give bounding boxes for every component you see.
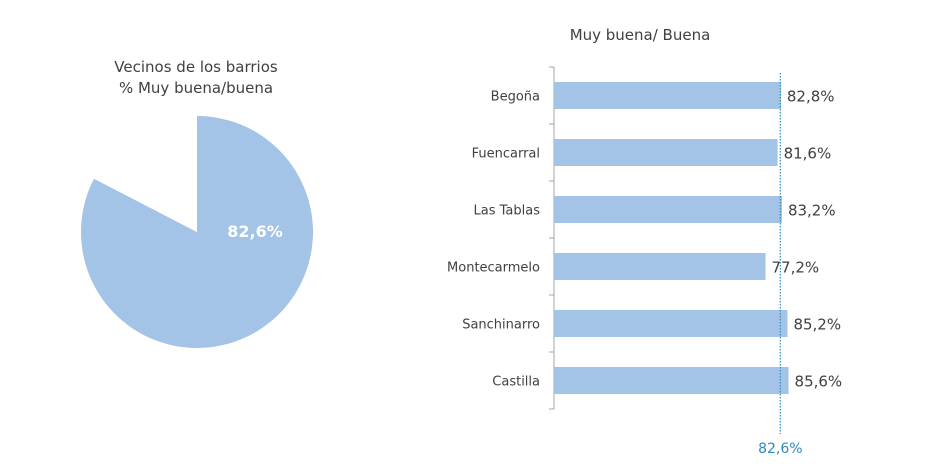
bar-category-label-3: Montecarmelo xyxy=(447,261,540,276)
bar-value-label-2: 83,2% xyxy=(788,202,836,220)
bar-2 xyxy=(554,196,782,223)
bar-chart-title: Muy buena/ Buena xyxy=(569,26,711,44)
pie-slice-1 xyxy=(93,116,197,232)
pie-slice-0 xyxy=(81,116,314,348)
bar-1 xyxy=(554,139,778,166)
bar-4 xyxy=(554,310,788,337)
bar-reference-label: 82,6% xyxy=(758,441,802,457)
bar-category-label-5: Castilla xyxy=(492,375,540,390)
bar-value-label-3: 77,2% xyxy=(772,259,820,277)
bar-category-label-1: Fuencarral xyxy=(472,147,540,162)
bar-5 xyxy=(554,367,789,394)
bar-value-label-4: 85,2% xyxy=(793,316,841,334)
bar-category-label-0: Begoña xyxy=(491,90,540,105)
bar-value-label-0: 82,8% xyxy=(787,88,835,106)
bar-0 xyxy=(554,82,781,109)
bar-value-label-5: 85,6% xyxy=(795,373,843,391)
bar-3 xyxy=(554,253,766,280)
bar-category-label-4: Sanchinarro xyxy=(462,318,540,333)
bar-category-label-2: Las Tablas xyxy=(474,204,541,219)
pie-slice-value-label: 82,6% xyxy=(227,222,283,241)
pie-chart-title: Vecinos de los barrios % Muy buena/buena xyxy=(66,57,326,99)
bar-value-label-1: 81,6% xyxy=(784,145,832,163)
pie-title-line-2: % Muy buena/buena xyxy=(118,79,274,97)
pie-title-line-1: Vecinos de los barrios xyxy=(114,58,278,76)
